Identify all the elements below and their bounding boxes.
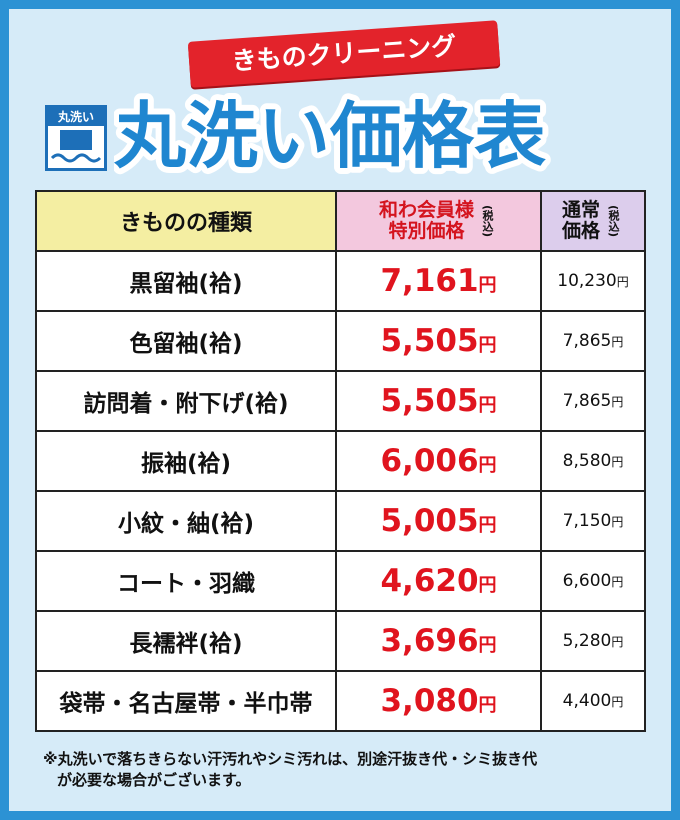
currency: 円 (478, 335, 497, 356)
kimono-type: 長襦袢(袷) (35, 610, 337, 672)
price: 8,580 (562, 451, 612, 471)
regular-price: 6,600円 (540, 550, 646, 612)
currency: 円 (611, 695, 624, 709)
member-price: 3,696円 (335, 610, 542, 672)
header-row: きものの種類 和わ会員様 特別価格 (税込) 通常 価格 (税込) (35, 190, 646, 252)
header-member: 和わ会員様 特別価格 (税込) (335, 190, 542, 252)
icon: 丸洗い (45, 105, 107, 171)
currency: 円 (478, 575, 497, 596)
currency: 円 (611, 575, 624, 589)
tax-note: (税込) (607, 204, 620, 238)
row: 色留袖(袷) 5,505円 7,865円 (35, 310, 646, 372)
price: 7,865 (562, 391, 612, 411)
price: 4,400 (562, 691, 612, 711)
regular-price: 10,230円 (540, 250, 646, 312)
member-price: 6,006円 (335, 430, 542, 492)
row: 長襦袢(袷) 3,696円 5,280円 (35, 610, 646, 672)
price: 7,161 (380, 263, 479, 299)
currency: 円 (611, 395, 624, 409)
currency: 円 (478, 395, 497, 416)
member-price: 5,505円 (335, 310, 542, 372)
header-regular: 通常 価格 (税込) (540, 190, 646, 252)
price: 5,505 (380, 323, 479, 359)
banner: きものクリーニング (187, 20, 501, 88)
footnote: ※丸洗いで落ちきらない汗汚れやシミ汚れは、別途汗抜き代・シミ抜き代 が必要な場合… (43, 749, 537, 791)
price: 3,080 (380, 683, 479, 719)
member-price: 5,505円 (335, 370, 542, 432)
price: 3,696 (380, 623, 479, 659)
kimono-type: コート・羽織 (35, 550, 337, 612)
currency: 円 (611, 635, 624, 649)
member-price: 5,005円 (335, 490, 542, 552)
row: 黒留袖(袷) 7,161円 10,230円 (35, 250, 646, 312)
price: 7,865 (562, 331, 612, 351)
currency: 円 (616, 275, 629, 289)
member-price: 3,080円 (335, 670, 542, 732)
regular-price: 8,580円 (540, 430, 646, 492)
kimono-type: 袋帯・名古屋帯・半巾帯 (35, 670, 337, 732)
price: 7,150 (562, 511, 612, 531)
member-price: 4,620円 (335, 550, 542, 612)
kimono-type: 訪問着・附下げ(袷) (35, 370, 337, 432)
icon-label: 丸洗い (48, 108, 104, 126)
row: 振袖(袷) 6,006円 8,580円 (35, 430, 646, 492)
kimono-type: 小紋・紬(袷) (35, 490, 337, 552)
header-line: 通常 (561, 199, 600, 221)
currency: 円 (611, 455, 624, 469)
table-body: きものの種類 和わ会員様 特別価格 (税込) 通常 価格 (税込) 黒留袖(袷) 7,16… (35, 190, 646, 732)
member-price: 7,161円 (335, 250, 542, 312)
price: 4,620 (380, 563, 479, 599)
header-line: 和わ会員様 (378, 199, 474, 221)
regular-price: 5,280円 (540, 610, 646, 672)
title: 丸洗い価格表 (114, 88, 552, 184)
price: 5,280 (562, 631, 612, 651)
row: 訪問着・附下げ(袷) 5,505円 7,865円 (35, 370, 646, 432)
kimono-type: 黒留袖(袷) (35, 250, 337, 312)
currency: 円 (611, 515, 624, 529)
tax-note: (税込) (481, 204, 494, 238)
header-line: 特別価格 (388, 220, 465, 242)
price: 5,505 (380, 383, 479, 419)
header-line: 価格 (561, 220, 600, 242)
price: 5,005 (380, 503, 479, 539)
price-table: きものの種類 和わ会員様 特別価格 (税込) 通常 価格 (税込) 黒留袖(袷) 7,16… (35, 190, 646, 732)
row: 小紋・紬(袷) 5,005円 7,150円 (35, 490, 646, 552)
currency: 円 (478, 275, 497, 296)
currency: 円 (478, 695, 497, 716)
regular-price: 7,150円 (540, 490, 646, 552)
price: 6,006 (380, 443, 479, 479)
currency: 円 (611, 335, 624, 349)
regular-price: 7,865円 (540, 370, 646, 432)
regular-price: 4,400円 (540, 670, 646, 732)
row: コート・羽織 4,620円 6,600円 (35, 550, 646, 612)
title-text: 丸洗い価格表 (114, 94, 546, 178)
currency: 円 (478, 635, 497, 656)
icon-art (50, 130, 102, 163)
footnote-line: が必要な場合がございます。 (57, 771, 251, 789)
price: 6,600 (562, 571, 612, 591)
row: 袋帯・名古屋帯・半巾帯 3,080円 4,400円 (35, 670, 646, 732)
header-kind: きものの種類 (35, 190, 337, 252)
footnote-line: ※丸洗いで落ちきらない汗汚れやシミ汚れは、別途汗抜き代・シミ抜き代 (43, 750, 538, 768)
regular-price: 7,865円 (540, 310, 646, 372)
kimono-type: 振袖(袷) (35, 430, 337, 492)
currency: 円 (478, 455, 497, 476)
currency: 円 (478, 515, 497, 536)
price: 10,230 (557, 271, 617, 291)
kimono-type: 色留袖(袷) (35, 310, 337, 372)
